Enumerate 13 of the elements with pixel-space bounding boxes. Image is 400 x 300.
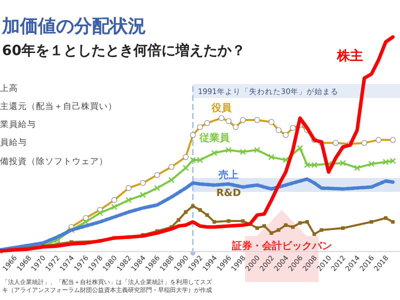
- series-label: 役員: [210, 102, 232, 114]
- annotation: 上高: [0, 83, 18, 94]
- chart-title: 加価値の分配状況: [1, 16, 146, 37]
- annotation: 員給与: [0, 137, 27, 148]
- annotation: 備投資（除ソフトウェア）: [0, 156, 108, 167]
- annotation: 業員給与: [0, 119, 36, 130]
- series-label: 従業員: [198, 132, 230, 144]
- series-label: R&D: [216, 188, 241, 200]
- text: 60年を１としたとき何倍に増えたか？: [2, 42, 246, 59]
- annotation: 主還元（配当＋自己株買い）: [0, 101, 117, 112]
- annotation: 証券・会計ビックバン: [230, 240, 332, 252]
- series-label: 株主: [336, 48, 363, 64]
- series-label: 売上: [218, 169, 239, 182]
